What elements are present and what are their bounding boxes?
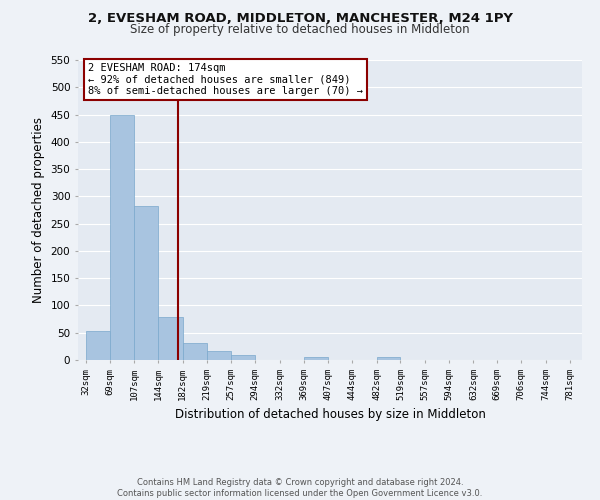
Y-axis label: Number of detached properties: Number of detached properties <box>32 117 45 303</box>
Bar <box>182 343 206 360</box>
Text: 2 EVESHAM ROAD: 174sqm
← 92% of detached houses are smaller (849)
8% of semi-det: 2 EVESHAM ROAD: 174sqm ← 92% of detached… <box>88 63 363 96</box>
Bar <box>134 206 158 360</box>
X-axis label: Distribution of detached houses by size in Middleton: Distribution of detached houses by size … <box>175 408 485 421</box>
Bar <box>231 355 255 360</box>
Text: Size of property relative to detached houses in Middleton: Size of property relative to detached ho… <box>130 22 470 36</box>
Bar <box>377 358 400 360</box>
Bar <box>86 331 110 360</box>
Text: 2, EVESHAM ROAD, MIDDLETON, MANCHESTER, M24 1PY: 2, EVESHAM ROAD, MIDDLETON, MANCHESTER, … <box>88 12 512 26</box>
Bar <box>158 317 182 360</box>
Bar <box>304 358 328 360</box>
Bar <box>206 350 231 360</box>
Bar <box>110 114 134 360</box>
Text: Contains HM Land Registry data © Crown copyright and database right 2024.
Contai: Contains HM Land Registry data © Crown c… <box>118 478 482 498</box>
